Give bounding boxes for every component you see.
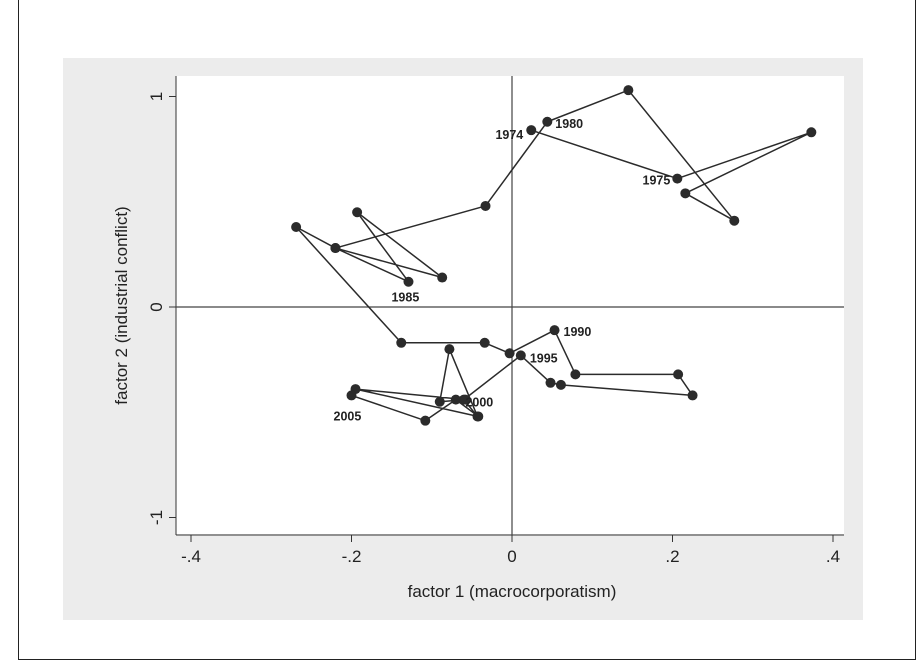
data-point — [515, 350, 526, 361]
point-label: 1975 — [643, 174, 671, 188]
data-point — [806, 127, 817, 138]
data-point — [542, 116, 553, 127]
point-label: 1995 — [530, 351, 558, 365]
data-point — [623, 85, 634, 96]
x-tick-label: .2 — [665, 547, 679, 566]
data-point — [434, 396, 445, 407]
y-tick-label: 0 — [147, 302, 166, 311]
data-point — [672, 173, 683, 184]
x-tick-label: -.4 — [181, 547, 201, 566]
point-label: 1980 — [555, 117, 583, 131]
data-point — [479, 337, 490, 348]
data-point — [450, 394, 461, 405]
data-point — [420, 415, 431, 426]
data-point — [437, 272, 448, 283]
data-point — [403, 276, 414, 287]
y-axis-label: factor 2 (industrial conflict) — [112, 206, 131, 404]
plot-area — [176, 76, 844, 534]
data-point — [396, 337, 407, 348]
point-label: 1985 — [391, 291, 419, 305]
data-point — [352, 207, 363, 218]
data-point — [460, 394, 471, 405]
data-point — [549, 325, 560, 336]
data-point — [687, 390, 698, 401]
point-label: 1990 — [564, 325, 592, 339]
data-point — [480, 200, 491, 211]
data-point — [673, 369, 684, 380]
data-point — [330, 243, 341, 254]
point-label: 2000 — [465, 396, 493, 410]
data-point — [291, 222, 302, 233]
data-point — [504, 348, 515, 359]
data-point — [545, 377, 556, 388]
point-label: 1974 — [495, 128, 523, 142]
data-point — [473, 411, 484, 422]
data-point — [526, 125, 537, 136]
data-point — [680, 188, 691, 199]
data-point — [570, 369, 581, 380]
x-tick-label: 0 — [507, 547, 516, 566]
data-point — [346, 390, 357, 401]
data-point — [444, 344, 455, 355]
y-tick-label: 1 — [147, 92, 166, 101]
data-point — [555, 379, 566, 390]
y-tick-label: -1 — [147, 510, 166, 525]
x-tick-label: -.2 — [342, 547, 362, 566]
x-tick-label: .4 — [826, 547, 840, 566]
point-label: 2005 — [334, 409, 362, 423]
data-point — [729, 215, 740, 226]
x-axis-label: factor 1 (macrocorporatism) — [408, 582, 617, 601]
